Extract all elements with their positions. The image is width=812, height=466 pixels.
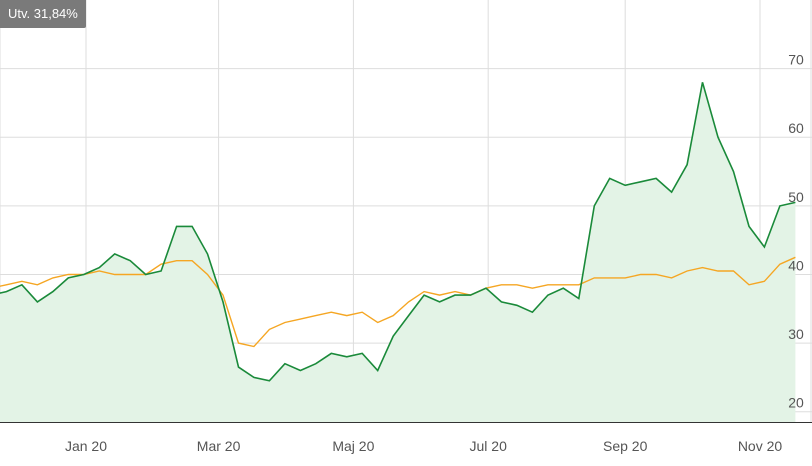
x-axis-tick-labels: Jan 20 Mar 20 Maj 20 Jul 20 Sep 20 Nov 20	[65, 438, 782, 454]
x-tick-label: Jan 20	[65, 438, 107, 454]
change-badge: Utv. 31,84%	[0, 0, 86, 28]
x-tick-label: Nov 20	[738, 438, 783, 454]
x-tick-label: Mar 20	[197, 438, 241, 454]
y-tick-label: 50	[788, 189, 804, 205]
x-tick-label: Jul 20	[470, 438, 508, 454]
y-tick-label: 20	[788, 395, 804, 411]
y-axis-tick-labels: 20 30 40 50 60 70	[788, 52, 804, 411]
x-tick-label: Sep 20	[603, 438, 648, 454]
y-tick-label: 60	[788, 120, 804, 136]
series-compare-line	[0, 256, 796, 348]
y-tick-label: 30	[788, 326, 804, 342]
y-tick-label: 70	[788, 52, 804, 68]
series-main-line	[0, 82, 796, 382]
y-tick-label: 40	[788, 257, 804, 273]
x-tick-label: Maj 20	[332, 438, 374, 454]
series-main-area	[0, 82, 796, 422]
